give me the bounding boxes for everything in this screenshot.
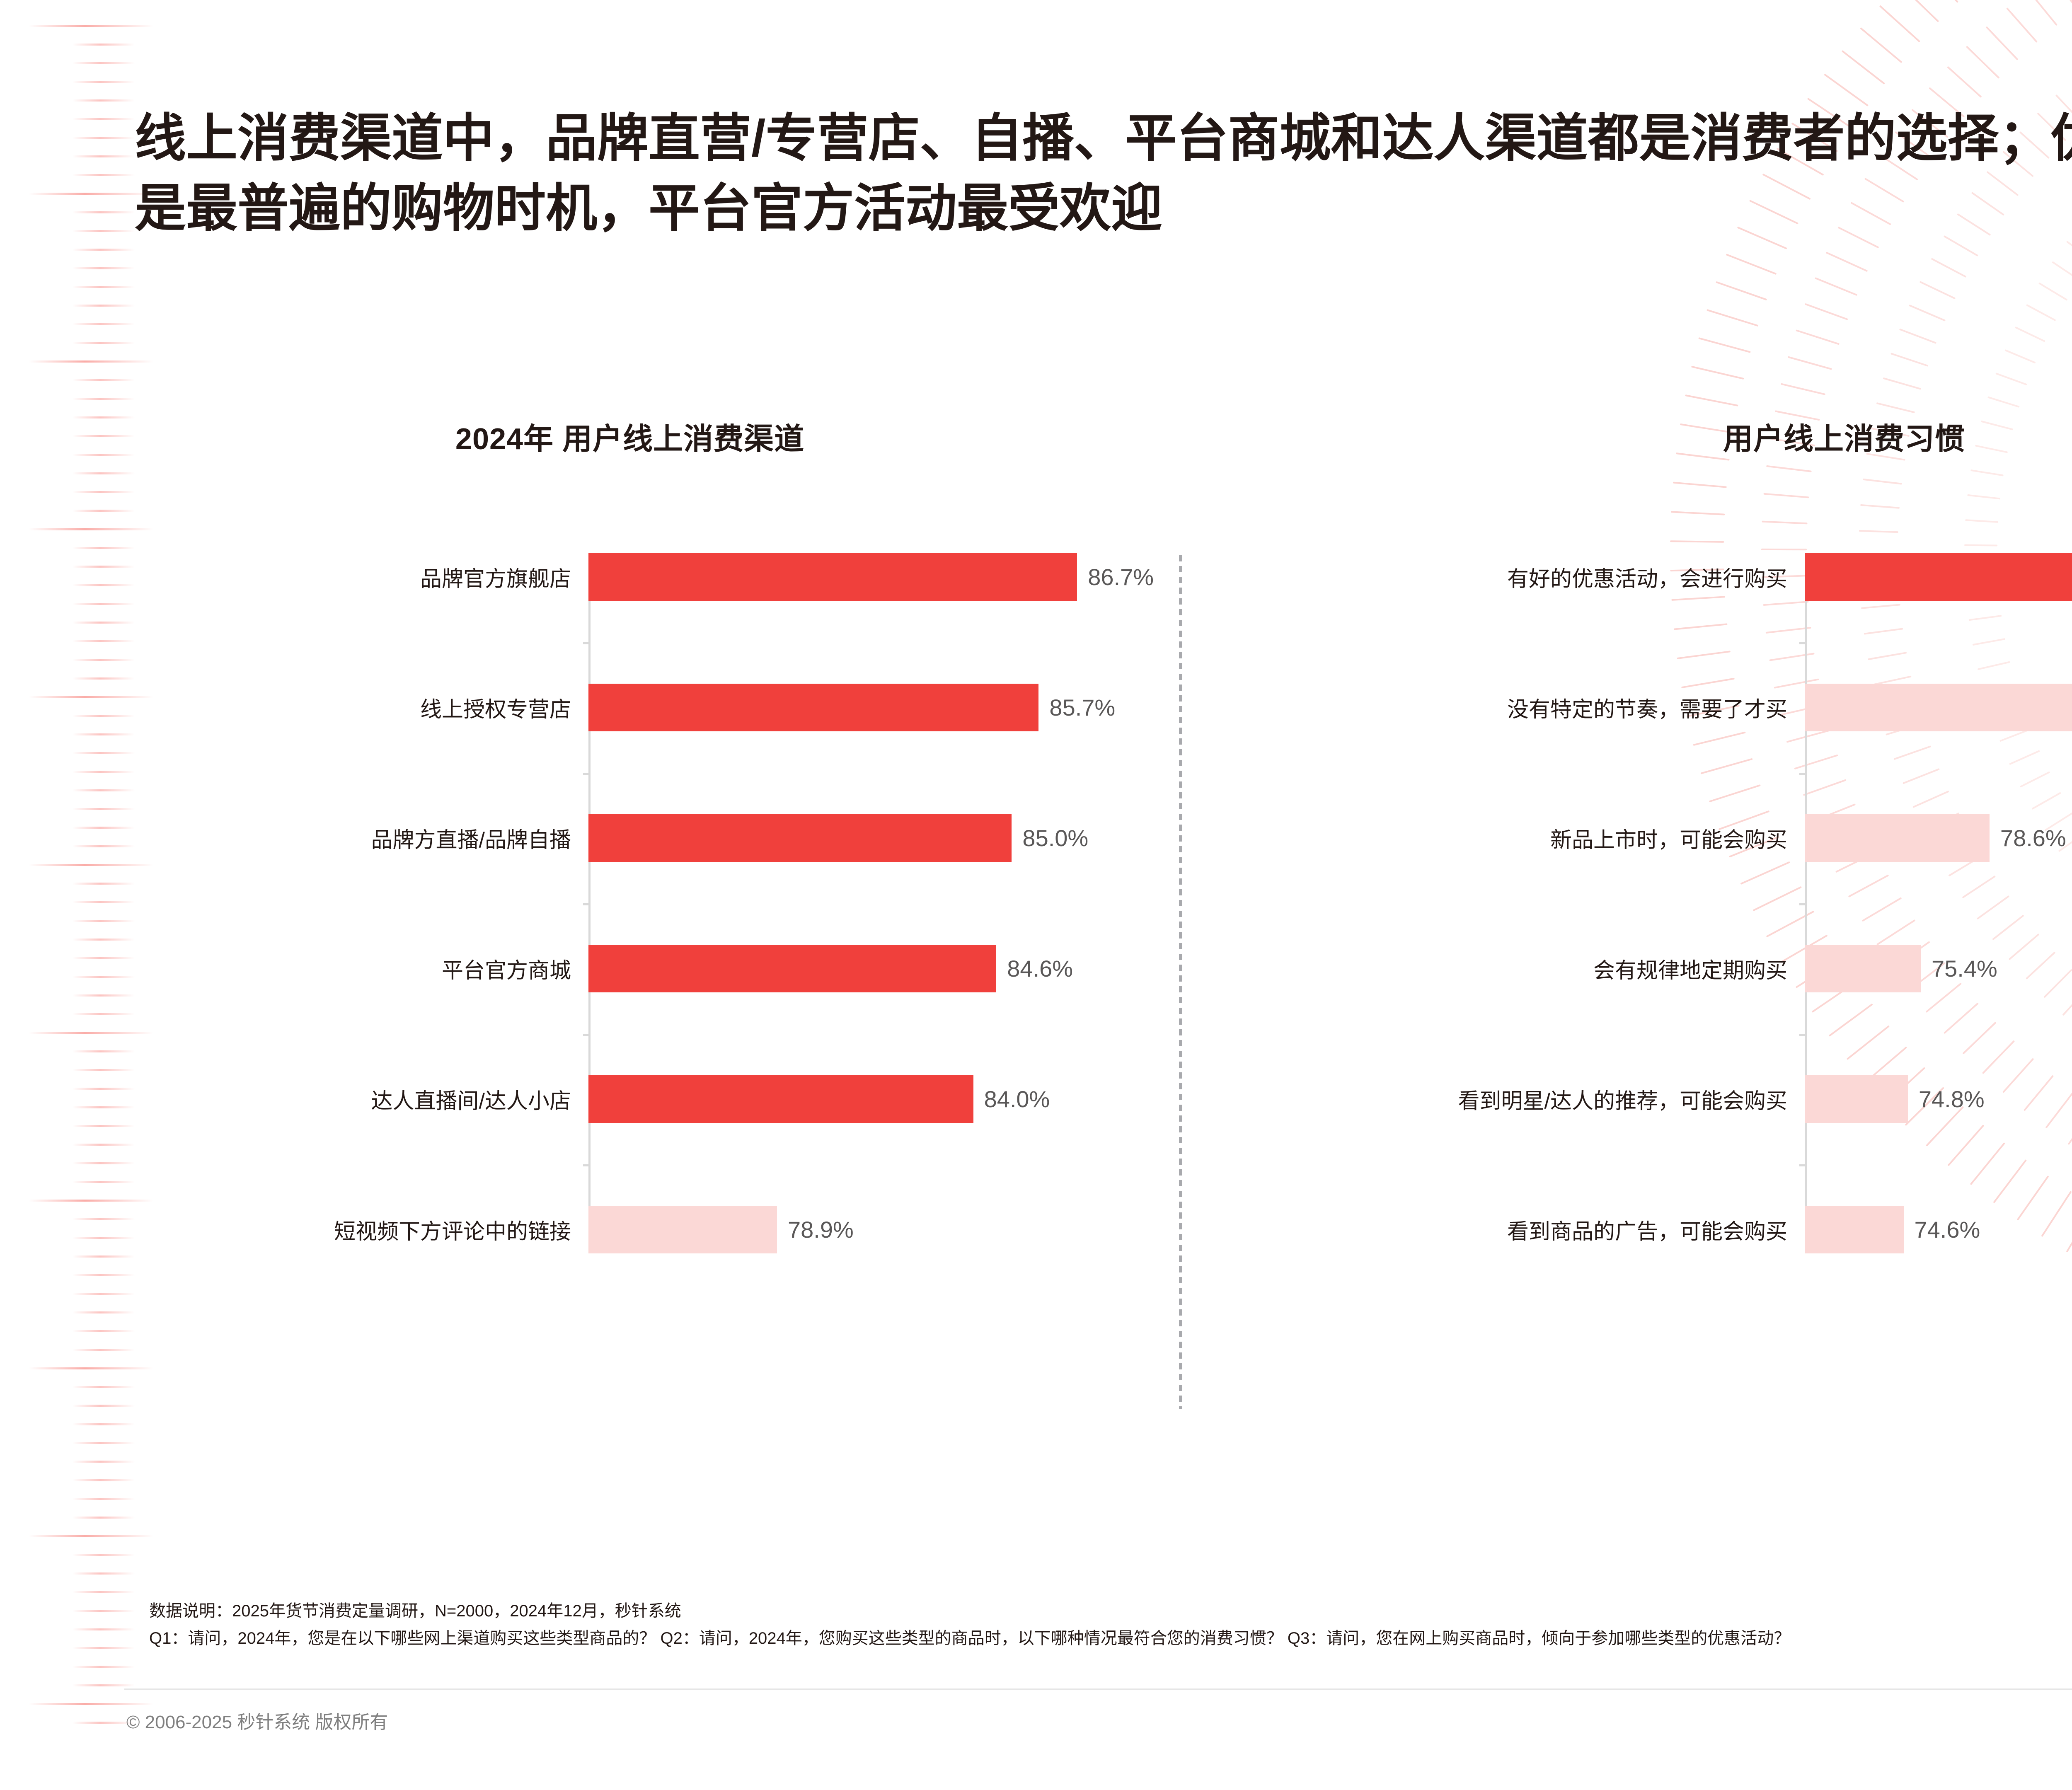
bar-value-label: 78.6% [2000, 825, 2066, 851]
bar-category-label: 达人直播间/达人小店 [371, 1089, 571, 1113]
copyright-text: © 2006-2025 秒针系统 版权所有 [126, 1712, 388, 1732]
bar[interactable] [588, 1075, 973, 1123]
bar-row: 品牌官方旗舰店 86.7% [420, 553, 1154, 601]
chart-2-title: 用户线上消费习惯 [1723, 423, 1965, 456]
bar-row: 达人直播间/达人小店 84.0% [371, 1075, 1050, 1123]
y-axis-line [588, 553, 591, 1253]
y-axis-line [1805, 553, 1807, 1253]
axis-tick [1799, 1034, 1805, 1036]
axis-tick [583, 1164, 588, 1166]
bar-value-label: 85.0% [1022, 825, 1089, 851]
bar-value-label: 74.6% [1914, 1217, 1980, 1243]
bar-value-label: 84.0% [984, 1086, 1050, 1112]
bar[interactable] [588, 1206, 777, 1253]
bar[interactable] [588, 553, 1077, 601]
axis-tick [583, 903, 588, 905]
bar[interactable] [588, 814, 1012, 862]
bar[interactable] [1805, 1075, 1908, 1123]
bar-row: 新品上市时，可能会购买 78.6% [1550, 814, 2066, 862]
bar-category-label: 看到明星/达人的推荐，可能会购买 [1458, 1089, 1787, 1113]
bar-row: 有好的优惠活动，会进行购买95.5% [1507, 553, 2072, 601]
note-line-1: 数据说明：2025年货节消费定量调研，N=2000，2024年12月，秒针系统 [149, 1602, 681, 1620]
bar-category-label: 品牌官方旗舰店 [420, 567, 571, 591]
bar[interactable] [1805, 1206, 1904, 1253]
axis-tick [583, 1034, 588, 1036]
bar-row: 没有特定的节奏，需要了才买83.1% [1507, 684, 2072, 731]
axis-tick [1799, 642, 1805, 644]
chart-1-plot: 品牌官方旗舰店 86.7% 线上授权专营店 85.7% 品牌方直播/品牌自播 85.0% 平… [334, 553, 1154, 1253]
bar[interactable] [1805, 814, 1990, 862]
bar[interactable] [1805, 945, 1921, 992]
bar-row: 短视频下方评论中的链接 78.9% [334, 1206, 854, 1253]
bar[interactable] [1805, 553, 2072, 601]
bar-category-label: 短视频下方评论中的链接 [334, 1220, 571, 1244]
bar-row: 看到明星/达人的推荐，可能会购买 74.8% [1458, 1075, 1985, 1123]
bar-category-label: 会有规律地定期购买 [1593, 959, 1787, 983]
chart-2-plot: 有好的优惠活动，会进行购买95.5% 没有特定的节奏，需要了才买83.1% 新品上市… [1458, 553, 2072, 1253]
bar[interactable] [1805, 684, 2072, 731]
bar[interactable] [588, 945, 997, 992]
bar-row: 品牌方直播/品牌自播 85.0% [371, 814, 1088, 862]
axis-tick [1799, 1164, 1805, 1166]
bar-category-label: 新品上市时，可能会购买 [1550, 828, 1787, 852]
bar-category-label: 平台官方商城 [441, 959, 571, 983]
left-edge-tick-pattern [0, 25, 162, 1765]
bar-value-label: 78.9% [788, 1217, 854, 1243]
axis-tick [1799, 773, 1805, 775]
bar-value-label: 86.7% [1088, 564, 1154, 590]
note-line-2: Q1：请问，2024年，您是在以下哪些网上渠道购买这些类型商品的？ Q2：请问，… [149, 1629, 1791, 1647]
footer-rule [124, 1688, 2072, 1690]
bar-row: 平台官方商城 84.6% [442, 945, 1073, 992]
bar-row: 看到商品的广告，可能会购买 74.6% [1507, 1206, 1980, 1253]
bar-category-label: 品牌方直播/品牌自播 [371, 828, 571, 852]
axis-tick [1799, 903, 1805, 905]
page-title: 线上消费渠道中，品牌直营/专营店、自播、平台商城和达人渠道都是消费者的选择；优惠… [135, 110, 2072, 237]
bar-value-label: 85.7% [1049, 694, 1116, 721]
bar[interactable] [588, 684, 1039, 731]
bar-category-label: 没有特定的节奏，需要了才买 [1507, 698, 1787, 722]
bar-row: 线上授权专营店 85.7% [420, 684, 1115, 731]
bar-value-label: 74.8% [1918, 1086, 1985, 1112]
chart-separator [1179, 555, 1182, 1409]
data-notes: 数据说明：2025年货节消费定量调研，N=2000，2024年12月，秒针系统 … [149, 1597, 2072, 1652]
bar-category-label: 线上授权专营店 [420, 698, 571, 722]
axis-tick [583, 773, 588, 775]
bar-category-label: 看到商品的广告，可能会购买 [1507, 1220, 1787, 1244]
axis-tick [583, 642, 588, 644]
bar-value-label: 75.4% [1932, 955, 1997, 982]
bar-value-label: 84.6% [1007, 955, 1073, 982]
chart-1-title: 2024年 用户线上消费渠道 [455, 423, 805, 456]
bar-category-label: 有好的优惠活动，会进行购买 [1507, 567, 1787, 591]
bar-row: 会有规律地定期购买 75.4% [1593, 945, 1997, 992]
